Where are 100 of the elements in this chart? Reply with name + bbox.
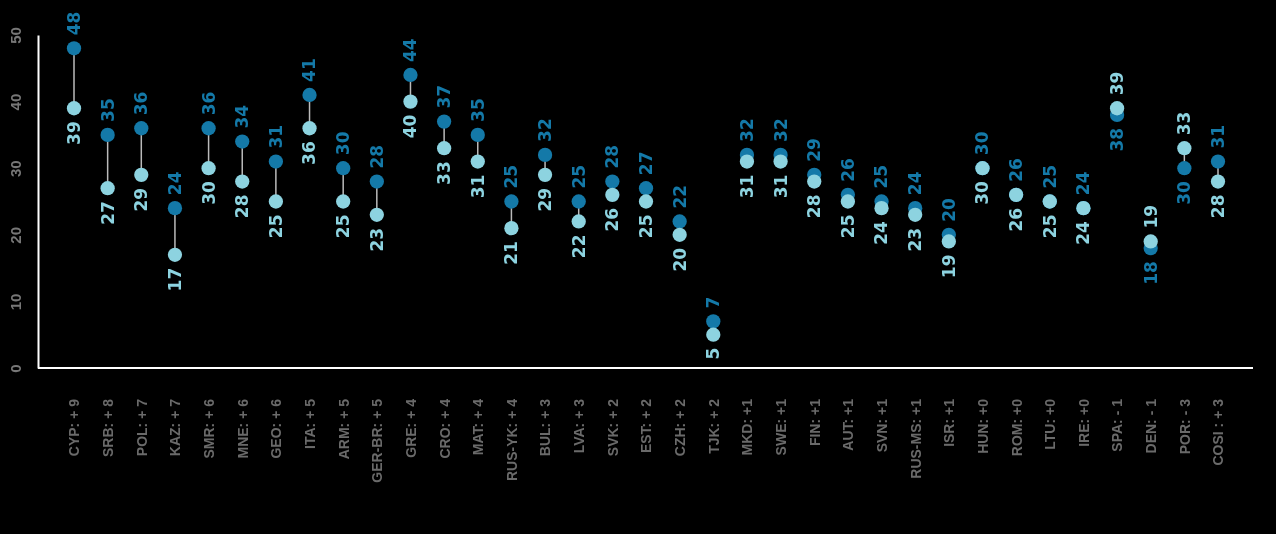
data-label: 26 (602, 207, 623, 232)
data-label: 29 (804, 138, 825, 162)
data-label: 35 (467, 98, 488, 122)
data-label: 29 (131, 187, 152, 212)
data-label: 31 (736, 174, 757, 199)
data-label: 30 (972, 181, 993, 205)
x-tick-label: TJK: + 2 (705, 398, 722, 454)
data-label: 25 (333, 214, 354, 239)
data-label: 19 (1140, 204, 1161, 229)
x-tick-label: HUN: +0 (974, 398, 991, 454)
data-label: 28 (602, 144, 623, 169)
y-tick-label: 30 (7, 160, 25, 178)
y-tick-label: 10 (7, 293, 25, 311)
data-label: 29 (535, 187, 556, 212)
data-label: 31 (770, 174, 791, 199)
x-tick-label: LTU: +0 (1042, 398, 1059, 450)
data-label: 28 (366, 144, 387, 169)
x-tick-label: MKD: +1 (739, 398, 756, 456)
data-label: 30 (198, 181, 219, 205)
data-label: 25 (871, 164, 892, 189)
data-label: 22 (669, 184, 690, 209)
x-tick-label: ROM: +0 (1008, 398, 1025, 457)
x-tick-label: POL: + 7 (133, 398, 150, 457)
x-tick-label: IRE: +0 (1075, 398, 1092, 447)
data-label: 20 (669, 247, 690, 272)
x-tick-label: FIN: +1 (806, 398, 823, 447)
data-label: 19 (938, 254, 959, 279)
data-label: 25 (837, 214, 858, 239)
data-label: 48 (63, 11, 84, 36)
data-label: 5 (703, 347, 724, 360)
data-label: 39 (63, 121, 84, 145)
data-label: 23 (905, 227, 926, 252)
x-tick-label: BUL: + 3 (537, 398, 554, 457)
y-tick-label: 50 (7, 27, 25, 44)
data-label: 26 (1006, 207, 1027, 232)
data-label: 25 (568, 164, 589, 189)
x-tick-label: GER-BR: + 5 (369, 398, 386, 483)
data-label: 30 (1174, 181, 1195, 205)
y-tick-label: 20 (7, 226, 25, 244)
x-tick-label: POR: - 3 (1176, 398, 1193, 455)
x-tick-label: ITA: + 5 (301, 398, 318, 449)
data-label: 25 (501, 164, 522, 189)
data-label: 33 (434, 161, 455, 185)
data-label: 26 (1006, 158, 1027, 182)
data-label: 20 (938, 197, 959, 222)
x-tick-label: AUT: +1 (840, 398, 857, 451)
data-label: 30 (972, 131, 993, 156)
data-label: 28 (232, 194, 253, 219)
data-label: 36 (131, 91, 152, 116)
y-tick-label: 0 (7, 364, 25, 373)
x-tick-label: EST: + 2 (638, 398, 655, 454)
x-tick-label: CYP: + 9 (66, 398, 83, 457)
x-tick-label: LVA: + 3 (571, 398, 588, 454)
data-label: 30 (333, 131, 354, 156)
x-tick-label: CRO: + 4 (436, 398, 453, 459)
data-label: 28 (804, 194, 825, 219)
data-label: 41 (299, 58, 320, 82)
data-label: 36 (198, 91, 219, 116)
x-tick-label: SVK: + 2 (604, 398, 621, 457)
data-label: 32 (736, 118, 757, 142)
data-label: 23 (366, 227, 387, 252)
data-label: 35 (97, 98, 118, 122)
x-tick-label: SMR: + 6 (200, 398, 217, 459)
data-label: 7 (703, 296, 724, 309)
x-tick-label: MAT: + 4 (470, 398, 487, 456)
data-label: 21 (501, 241, 522, 265)
x-tick-label: ARM: + 5 (335, 398, 352, 460)
data-label: 25 (635, 214, 656, 239)
data-label: 25 (1039, 214, 1060, 239)
data-label: 39 (1107, 71, 1128, 96)
data-label: 33 (1174, 111, 1195, 136)
x-tick-label: SWE: +1 (772, 398, 789, 456)
data-label: 22 (568, 234, 589, 259)
y-tick-label: 40 (7, 93, 25, 111)
data-label: 44 (400, 38, 421, 62)
x-tick-label: DEN: - 1 (1143, 398, 1160, 454)
data-label: 24 (1073, 171, 1094, 196)
data-label: 31 (1207, 124, 1228, 149)
data-label: 17 (164, 267, 185, 292)
data-label: 24 (1073, 221, 1094, 245)
data-label: 24 (164, 171, 185, 196)
data-label: 18 (1140, 261, 1161, 285)
x-tick-label: RUS-YK: + 4 (503, 398, 520, 482)
data-label: 27 (635, 151, 656, 176)
x-tick-label: SRB: + 8 (100, 398, 117, 457)
data-label: 32 (535, 118, 556, 142)
x-tick-label: RUS-MS: +1 (907, 398, 924, 479)
x-tick-label: KAZ: + 7 (167, 398, 184, 457)
data-label: 28 (1207, 194, 1228, 219)
data-label: 27 (97, 201, 118, 225)
data-label: 40 (400, 114, 421, 139)
x-tick-label: CZH: + 2 (672, 398, 689, 457)
x-tick-label: GRE: + 4 (402, 398, 419, 458)
data-label: 25 (265, 214, 286, 239)
x-tick-label: SVN: +1 (873, 398, 890, 453)
data-label: 34 (232, 104, 253, 129)
data-label: 36 (299, 141, 320, 165)
x-tick-label: COSI : + 3 (1210, 398, 1227, 466)
data-label: 25 (1039, 164, 1060, 189)
data-label: 31 (265, 124, 286, 149)
